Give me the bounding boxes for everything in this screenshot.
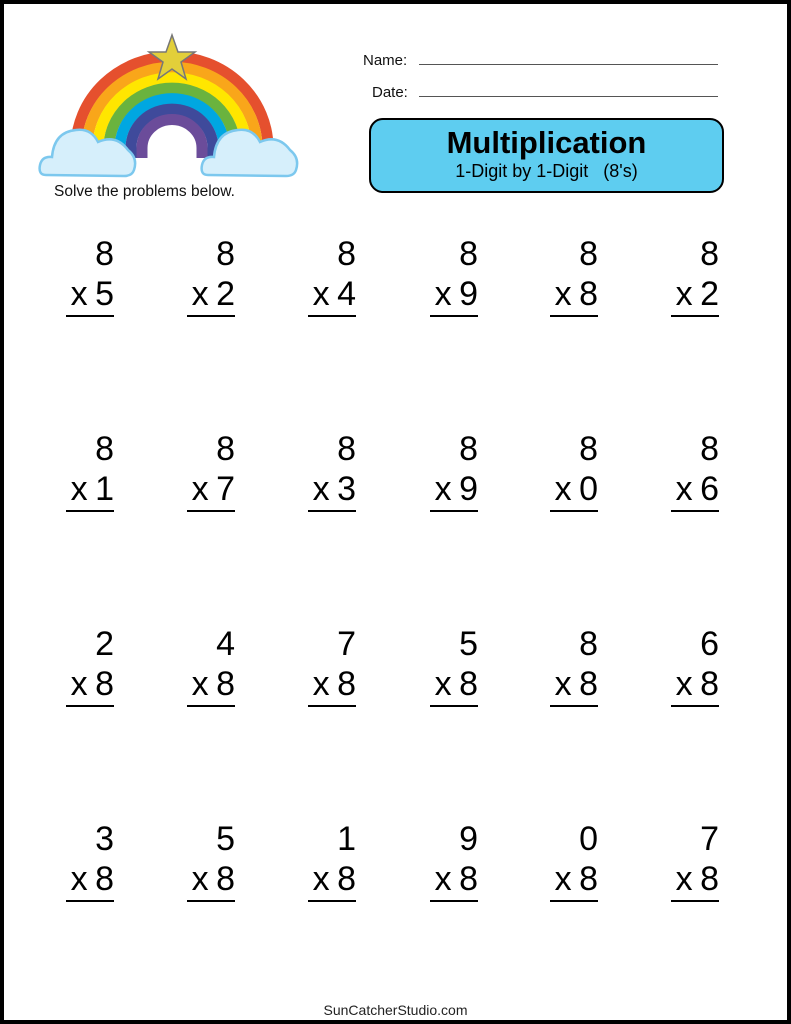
page-subtitle: 1-Digit by 1-Digit (8's) — [455, 161, 638, 181]
multiplier: x 9 — [430, 274, 478, 317]
multiplier: x 8 — [308, 664, 356, 707]
rainbow-band — [103, 82, 241, 158]
multiplicand: 8 — [337, 430, 356, 468]
rainbow-band — [92, 72, 252, 158]
multiplicand: 3 — [95, 820, 114, 858]
rainbow-band — [125, 103, 219, 158]
multiplicand: 9 — [459, 820, 478, 858]
multiplier: x 1 — [66, 469, 114, 512]
instructions: Solve the problems below. — [54, 183, 235, 200]
multiplicand: 1 — [337, 820, 356, 858]
multiplier: x 4 — [308, 274, 356, 317]
multiplicand: 8 — [579, 430, 598, 468]
multiplicand: 8 — [95, 235, 114, 273]
rainbow-band — [136, 114, 208, 158]
cloud-left — [38, 128, 137, 178]
multiplier: x 8 — [187, 859, 235, 902]
date-field[interactable] — [419, 96, 718, 97]
multiplier: x 0 — [550, 469, 598, 512]
multiplier: x 9 — [430, 469, 478, 512]
rainbow-band — [114, 93, 230, 158]
multiplicand: 7 — [337, 625, 356, 663]
multiplier: x 8 — [430, 664, 478, 707]
multiplier: x 8 — [671, 859, 719, 902]
footer-credit: SunCatcherStudio.com — [323, 1002, 468, 1018]
multiplicand: 5 — [459, 625, 478, 663]
star-icon — [146, 32, 198, 81]
multiplicand: 8 — [337, 235, 356, 273]
multiplier: x 8 — [550, 664, 598, 707]
multiplier: x 2 — [187, 274, 235, 317]
name-label: Name: — [363, 52, 408, 69]
multiplier: x 8 — [671, 664, 719, 707]
multiplicand: 8 — [700, 235, 719, 273]
multiplier: x 7 — [187, 469, 235, 512]
multiplicand: 5 — [216, 820, 235, 858]
title-box: Multiplication 1-Digit by 1-Digit (8's) — [369, 118, 724, 193]
multiplicand: 6 — [700, 625, 719, 663]
multiplier: x 6 — [671, 469, 719, 512]
rainbow-illustration — [38, 32, 299, 178]
multiplier: x 8 — [550, 274, 598, 317]
multiplier: x 8 — [550, 859, 598, 902]
multiplicand: 8 — [216, 430, 235, 468]
multiplicand: 7 — [700, 820, 719, 858]
name-field[interactable] — [419, 64, 718, 65]
multiplier: x 5 — [66, 274, 114, 317]
page-title: Multiplication — [446, 125, 647, 160]
multiplier: x 8 — [187, 664, 235, 707]
multiplier: x 8 — [308, 859, 356, 902]
multiplier: x 8 — [66, 664, 114, 707]
multiplicand: 4 — [216, 625, 235, 663]
multiplicand: 2 — [95, 625, 114, 663]
multiplicand: 8 — [216, 235, 235, 273]
cloud-right — [200, 128, 299, 178]
multiplicand: 8 — [459, 235, 478, 273]
multiplicand: 0 — [579, 820, 598, 858]
multiplier: x 8 — [66, 859, 114, 902]
multiplicand: 8 — [459, 430, 478, 468]
date-label: Date: — [372, 84, 408, 101]
multiplier: x 3 — [308, 469, 356, 512]
multiplicand: 8 — [700, 430, 719, 468]
multiplicand: 8 — [95, 430, 114, 468]
multiplicand: 8 — [579, 625, 598, 663]
multiplier: x 8 — [430, 859, 478, 902]
multiplicand: 8 — [579, 235, 598, 273]
multiplier: x 2 — [671, 274, 719, 317]
